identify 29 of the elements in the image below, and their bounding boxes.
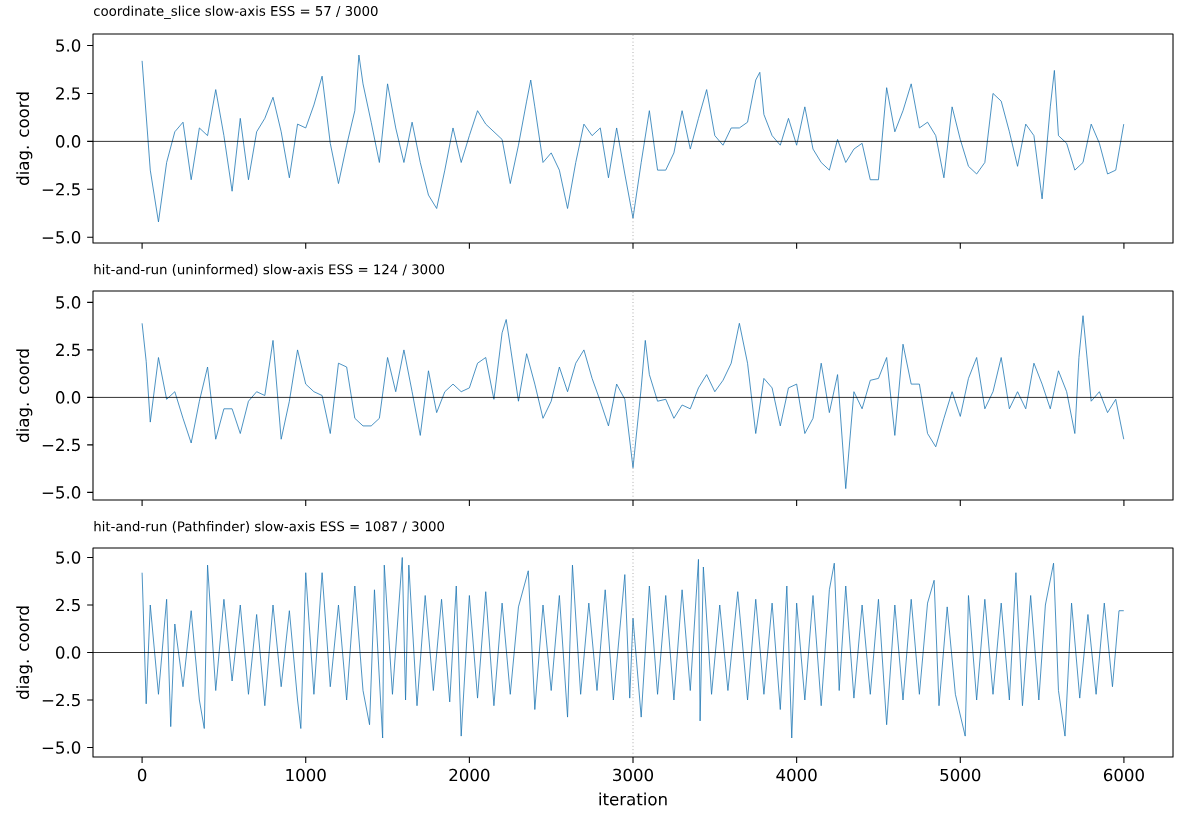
y-axis-title: diag. coord	[16, 349, 33, 442]
chart-title: hit-and-run (uninformed) slow-axis ESS = 124 / 3000	[94, 264, 445, 276]
x-tick-label: 0	[137, 768, 147, 782]
y-tick-label: 2.5	[56, 598, 80, 612]
x-tick-label: 3000	[613, 768, 654, 782]
y-tick-label: −2.5	[42, 693, 80, 707]
x-tick-label: 4000	[776, 768, 817, 782]
y-tick-label: 2.5	[56, 87, 80, 100]
x-tick-label: 6000	[1103, 768, 1144, 782]
x-axis-title: iteration	[599, 792, 667, 806]
x-tick-label: 1000	[286, 768, 326, 782]
y-tick-label: 5.0	[56, 39, 81, 52]
y-tick-label: 5.0	[56, 296, 81, 309]
y-tick-label: 0.0	[56, 391, 81, 404]
y-axis-title: diag. coord	[16, 606, 33, 699]
y-tick-label: 2.5	[56, 343, 80, 357]
y-tick-label: 0.0	[56, 646, 81, 659]
chart-title: hit-and-run (Pathfinder) slow-axis ESS = 1087 / 3000	[94, 521, 445, 533]
y-tick-label: 5.0	[56, 551, 81, 564]
x-tick-label: 2000	[449, 768, 490, 782]
y-tick-label: −2.5	[42, 438, 80, 452]
y-tick-label: −5.0	[42, 486, 81, 499]
x-tick-label: 5000	[940, 768, 981, 782]
chart-title: coordinate_slice slow-axis ESS = 57 / 3000	[93, 5, 378, 19]
y-tick-label: −5.0	[42, 230, 81, 244]
y-tick-label: 0.0	[56, 135, 81, 148]
y-axis-title: diag. coord	[16, 92, 33, 185]
y-tick-label: −2.5	[42, 183, 80, 196]
y-tick-label: −5.0	[42, 741, 81, 754]
